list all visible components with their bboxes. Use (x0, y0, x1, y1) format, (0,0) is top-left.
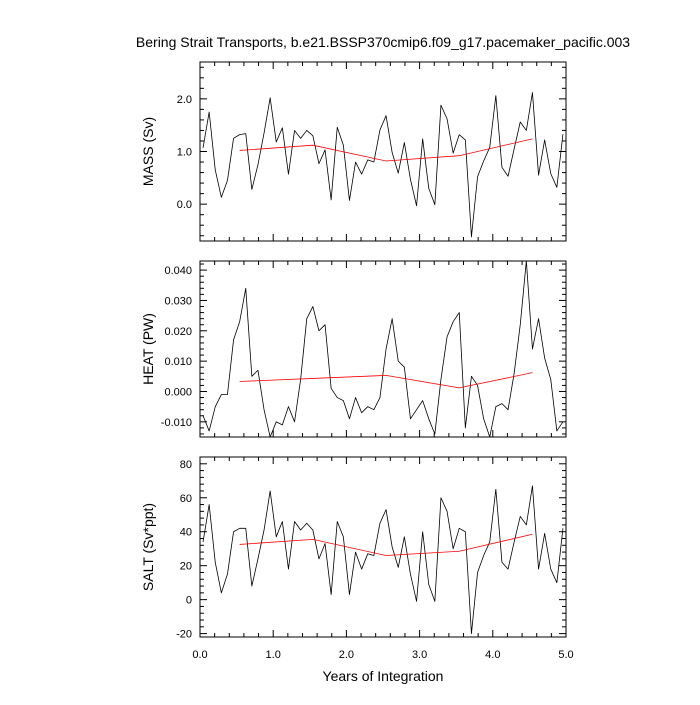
y-tick-label: 0.030 (164, 295, 192, 307)
y-tick-label: 0.000 (164, 386, 192, 398)
y-tick-label: 0.010 (164, 356, 192, 368)
y-tick-label: 0.0 (177, 199, 192, 211)
x-tick-label: 0.0 (192, 649, 207, 661)
x-tick-label: 1.0 (266, 649, 281, 661)
series-line-salt-monthly (202, 485, 564, 634)
panel-mass: 0.0 1.0 2.0 MASS (Sv) (140, 61, 567, 242)
y-tick-label: 40 (180, 527, 192, 539)
y-axis-label-salt: SALT (Sv*ppt) (140, 503, 156, 591)
y-tick-label: 80 (180, 459, 192, 471)
x-tick-label: 5.0 (558, 649, 573, 661)
series-line-mass-annual-mean (239, 138, 533, 162)
x-tick-label: 2.0 (339, 649, 354, 661)
y-axis-label-mass: MASS (Sv) (140, 117, 156, 186)
x-tick-label: 4.0 (485, 649, 500, 661)
y-axis-label-heat: HEAT (PW) (140, 313, 156, 385)
y-tick-label: 20 (180, 561, 192, 573)
series-line-salt-annual-mean (239, 533, 533, 556)
y-tick-label: 0.040 (164, 265, 192, 277)
y-tick-label: -20 (176, 629, 192, 641)
panel-salt: -20 0 20 40 60 80 SALT (Sv*ppt) (140, 456, 567, 641)
series-line-mass-monthly (202, 92, 564, 238)
x-axis-label: Years of Integration (323, 668, 444, 684)
y-tick-label: 1.0 (177, 147, 192, 159)
y-tick-label: 2.0 (177, 94, 192, 106)
chart-title: Bering Strait Transports, b.e21.BSSP370c… (136, 34, 630, 50)
plot-frame-salt (199, 456, 567, 638)
series-line-heat-annual-mean (239, 372, 533, 389)
panel-heat: -0.010 0.000 0.010 0.020 0.030 0.040 HEAT (PW) (140, 260, 567, 438)
y-tick-label: 0 (186, 595, 192, 607)
y-tick-label: 60 (180, 493, 192, 505)
series-line-heat-monthly (202, 261, 564, 437)
y-tick-label: -0.010 (161, 417, 192, 429)
y-tick-label: 0.020 (164, 326, 192, 338)
x-tick-label: 3.0 (412, 649, 427, 661)
